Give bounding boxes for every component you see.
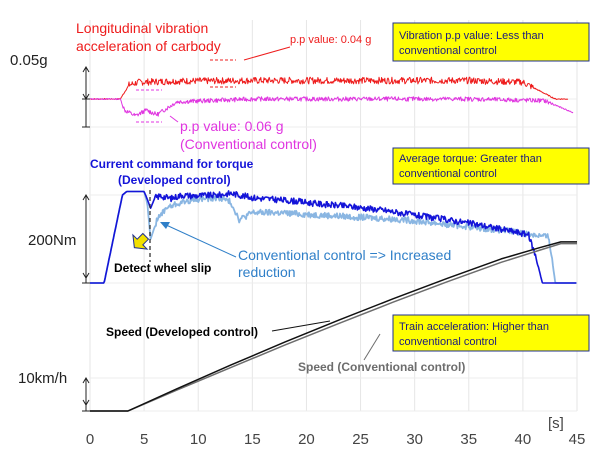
series-layer [89, 76, 577, 412]
vibration-note-box [392, 22, 590, 62]
torque-note-line2: conventional control [399, 168, 497, 180]
conventional-torque-pointer [163, 223, 237, 258]
series-line-speed-developed [90, 241, 577, 412]
torque-note-box [392, 147, 590, 185]
x-tick-label: 30 [406, 431, 423, 448]
speed-conventional-label: Speed (Conventional control) [298, 360, 465, 374]
speed-note-line2: conventional control [399, 336, 497, 348]
speed-scale-label: 10km/h [18, 370, 67, 387]
series-line-vibration-conventional [89, 96, 574, 117]
x-tick-label: 15 [244, 431, 261, 448]
conventional-torque-arrowhead [160, 222, 170, 229]
series-line-torque-developed [90, 190, 577, 284]
torque-title-line2: (Developed control) [118, 173, 231, 187]
scale-bars [82, 66, 90, 412]
x-tick-label: 10 [190, 431, 207, 448]
pp-conventional-note-line2: (Conventional control) [180, 136, 317, 152]
speed-note-box [392, 314, 590, 352]
x-axis-unit: [s] [548, 415, 564, 432]
vibration-title-line2: acceleration of carbody [76, 38, 221, 54]
speed-developed-label: Speed (Developed control) [106, 325, 258, 339]
vibration-title-line1: Longitudinal vibration [76, 20, 208, 36]
x-tick-label: 5 [140, 431, 148, 448]
pp-conventional-arrow [169, 115, 179, 123]
x-tick-label: 45 [569, 431, 586, 448]
vibration-note-line2: conventional control [399, 45, 497, 57]
wheel-slip-arrow-icon [132, 232, 150, 250]
pp-developed-arrow [243, 46, 291, 61]
speed-conventional-pointer [363, 333, 381, 361]
vibration-note-line1: Vibration p.p value: Less than [399, 30, 544, 42]
series-line-speed-conventional [90, 242, 577, 412]
conventional-torque-note-line2: reduction [238, 264, 296, 280]
x-tick-label: 20 [298, 431, 315, 448]
conventional-torque-note-line1: Conventional control => Increased [238, 247, 451, 263]
wheel-slip-label: Detect wheel slip [114, 261, 211, 275]
speed-note-line1: Train acceleration: Higher than [399, 321, 549, 333]
x-axis: 0 5 10 15 20 25 30 35 40 45 [86, 431, 586, 448]
x-tick-label: 0 [86, 431, 94, 448]
torque-scale-label: 200Nm [28, 232, 76, 249]
x-tick-label: 25 [352, 431, 369, 448]
x-tick-label: 40 [515, 431, 532, 448]
speed-developed-pointer [271, 320, 331, 332]
pp-conventional-note-line1: p.p value: 0.06 g [180, 118, 284, 134]
vibration-scale-label: 0.05g [10, 52, 48, 69]
series-line-vibration-developed [89, 76, 569, 100]
x-tick-label: 35 [460, 431, 477, 448]
pp-developed-note: p.p value: 0.04 g [290, 34, 371, 46]
torque-title-line1: Current command for torque [90, 157, 254, 171]
torque-note-line1: Average torque: Greater than [399, 153, 542, 165]
